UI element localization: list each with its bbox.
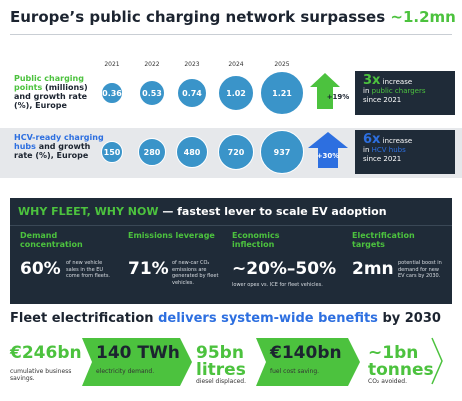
benefits-post: by 2030 [382, 311, 441, 326]
bubble: 1.21 [260, 71, 304, 115]
callout-multiple: 6x [363, 132, 381, 147]
bubble: 720 [218, 134, 254, 170]
column-text: of new vehicle sales in the EU come from… [66, 260, 111, 279]
bubble: 937 [260, 130, 304, 174]
row-label-highlight: HCV-ready charging hubs [14, 133, 104, 151]
column-heading: Economics inflection [232, 231, 280, 249]
bubble: 0.74 [177, 78, 207, 108]
growth-rate: +19% [326, 93, 350, 101]
bubble: 480 [176, 136, 208, 168]
column-stat: 71% [128, 259, 169, 279]
column-text: of new-car CO₂ emissions are generated b… [172, 260, 219, 286]
callout-word: increase [382, 137, 413, 145]
column-text: potential boost in demand for new EV car… [398, 260, 442, 279]
benefit-stat: €246bn [10, 343, 82, 363]
why-title: WHY FLEET, WHY NOW [18, 205, 159, 218]
year-label: 2024 [228, 61, 244, 68]
bubble: 280 [138, 138, 166, 166]
benefits-highlight: delivers system-wide benefits [158, 311, 378, 326]
callout-highlight: public chargers [371, 87, 426, 95]
year-label: 2023 [184, 61, 200, 68]
chevron [431, 337, 443, 385]
row-label: Public charging points (millions) and gr… [14, 74, 104, 110]
growth-rate: +30% [316, 152, 340, 160]
callout-pre: in [363, 87, 370, 95]
column-stat: ~20%–50% [232, 259, 337, 279]
benefit-stat: €140bn [270, 343, 342, 363]
benefit-stat: 140 TWh [96, 343, 180, 363]
row-label-text: (millions) and growth rate (%), Europe [14, 83, 88, 110]
benefit-caption: diesel displaced. [196, 378, 247, 385]
bubble: 150 [101, 141, 123, 163]
row-label-highlight: Public charging points [14, 74, 84, 92]
row-label-text: and growth rate (%), Europe [14, 142, 91, 160]
benefit-arrow [256, 338, 360, 386]
year-label: 2025 [274, 61, 290, 68]
callout-pre: in [363, 146, 370, 154]
bubble: 0.36 [101, 82, 123, 104]
benefit-caption: fuel cost saving. [270, 368, 320, 375]
benefit-caption: CO₂ avoided. [368, 378, 408, 385]
growth-arrow: +30% [308, 132, 348, 168]
bubble: 1.02 [218, 75, 254, 111]
benefit-arrow [82, 338, 192, 386]
callout-post: since 2021 [363, 96, 402, 104]
why-panel [10, 198, 452, 304]
callout-post: since 2021 [363, 155, 402, 163]
callout-multiple: 3x [363, 73, 381, 88]
column-heading: Electrification targets [352, 231, 415, 249]
callout-highlight: HCV hubs [371, 146, 406, 154]
divider [10, 34, 452, 35]
benefits-pre: Fleet electrification [10, 311, 154, 326]
row-label: HCV-ready charging hubs and growth rate … [14, 133, 104, 160]
title-highlight: ~1.2mn [390, 8, 456, 26]
column-stat: 60% [20, 259, 61, 279]
bubble: 0.53 [139, 80, 165, 106]
callout-word: increase [382, 78, 413, 86]
growth-arrow: +19% [310, 73, 349, 109]
year-label: 2022 [144, 61, 160, 68]
callout: 6x increase in HCV hubs since 2021 [355, 130, 455, 174]
benefit-stat: ~1bn tonnes [368, 343, 434, 380]
why-heading: WHY FLEET, WHY NOW — fastest lever to sc… [18, 205, 387, 218]
divider [10, 225, 452, 226]
benefits-title: Fleet electrification delivers system-wi… [10, 311, 441, 326]
callout: 3x increase in public chargers since 2021 [355, 71, 455, 115]
column-heading: Demand concentration [20, 231, 83, 249]
column-text: lower opex vs. ICE for fleet vehicles. [232, 282, 323, 288]
year-label: 2021 [104, 61, 120, 68]
column-stat: 2mn [352, 259, 394, 279]
benefit-caption: cumulative business savings. [10, 368, 72, 382]
title: Europe’s public charging network surpass… [10, 8, 456, 26]
benefit-stat: 95bn litres [196, 343, 246, 380]
benefit-caption: electricity demand. [96, 368, 155, 375]
column-heading: Emissions leverage [128, 231, 215, 240]
title-text: Europe’s public charging network surpass… [10, 8, 386, 26]
why-subtitle: — fastest lever to scale EV adoption [162, 205, 387, 218]
